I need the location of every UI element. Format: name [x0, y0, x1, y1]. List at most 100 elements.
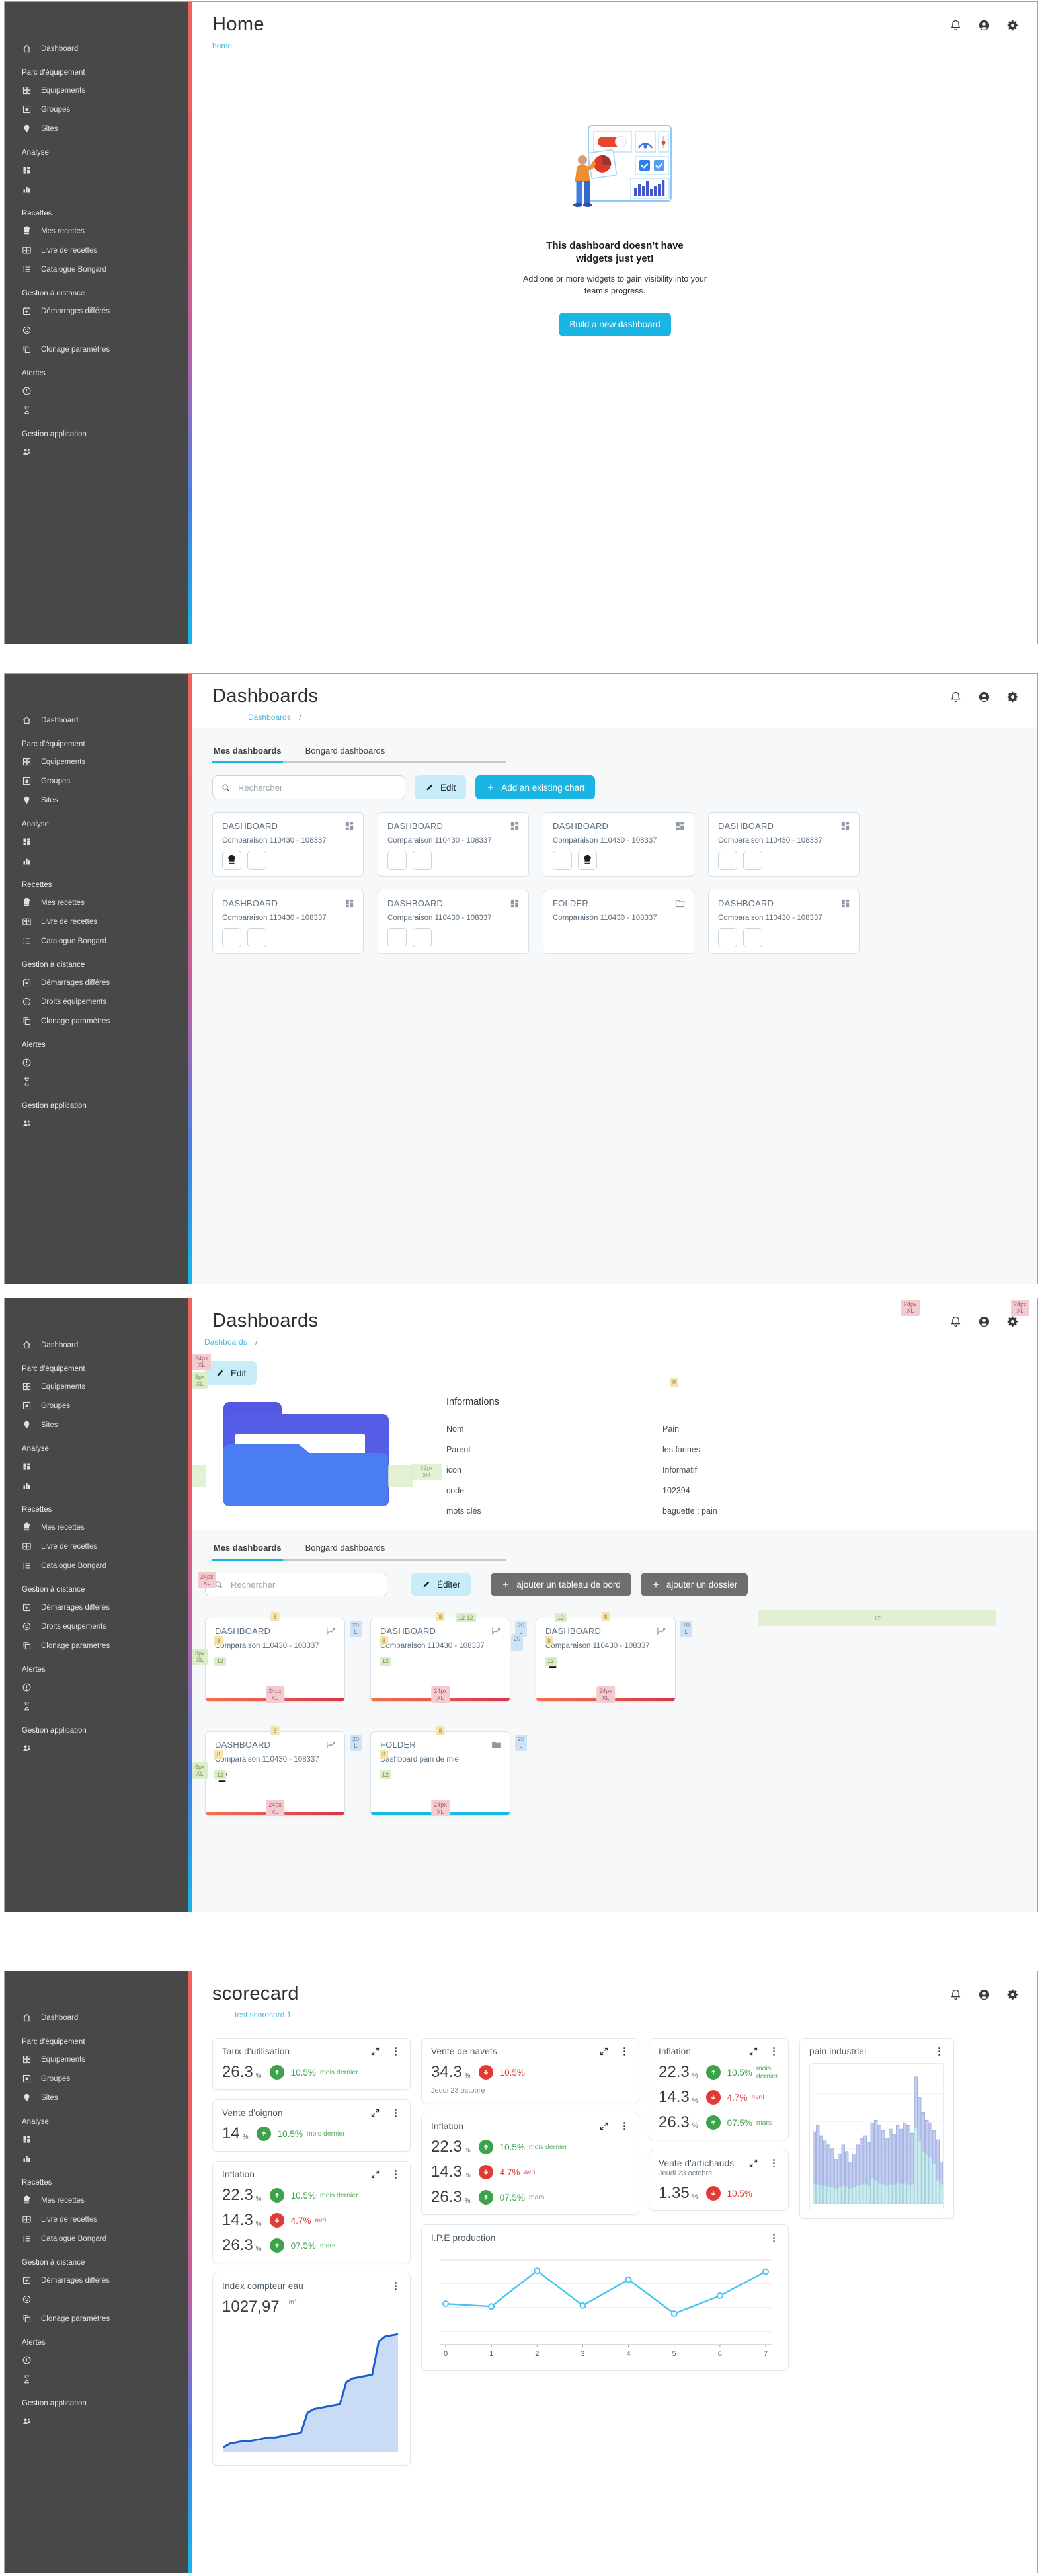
collapse-sidebar-button[interactable] [163, 1305, 175, 1317]
add-existing-chart-button[interactable]: Add an existing chart [475, 775, 596, 799]
sidebar-item-sites[interactable]: Sites [5, 2088, 192, 2107]
folder-card[interactable]: FOLDER Dashboard pain de mie 8 8 12 24px XL 20… [370, 1726, 527, 1816]
sidebar-item-dashboard-grid-icon[interactable] [5, 832, 192, 851]
sidebar-item-groupes[interactable]: Groupes [5, 2069, 192, 2088]
sidebar-item-users-icon[interactable] [5, 1738, 192, 1758]
kpi-card-index-compteur-eau[interactable]: Index compteur eau ⋮ 1027,97 m³ [212, 2273, 411, 2466]
dashboard-card[interactable]: DASHBOARD Comparaison 110430 - 108337 8 8 12… [205, 1612, 362, 1703]
sidebar-item-mes-recettes[interactable]: Mes recettes [5, 221, 192, 241]
kpi-card-pain-industriel[interactable]: pain industriel ⋮ [799, 2038, 954, 2219]
card-slot[interactable] [413, 851, 432, 870]
kebab-menu-icon[interactable]: ⋮ [391, 2046, 401, 2057]
card-slot[interactable] [553, 851, 572, 870]
tab-mes-dashboards[interactable]: Mes dashboards [212, 1543, 283, 1561]
card-slot[interactable] [387, 928, 407, 947]
sidebar-item-catalogue-bongard[interactable]: Catalogue Bongard [5, 931, 192, 951]
kpi-card-inflation[interactable]: Inflation ⋮ 22.3% 10.5% mois dernier 14.3% 4.7… [649, 2038, 789, 2140]
account-icon[interactable] [978, 19, 990, 32]
sidebar-item-catalogue-bongard[interactable]: Catalogue Bongard [5, 260, 192, 279]
kebab-menu-icon[interactable]: ⋮ [769, 2046, 779, 2057]
sidebar-item-demarrages-differes[interactable]: Démarrages différés [5, 301, 192, 321]
breadcrumb-link[interactable]: home [212, 41, 233, 50]
sidebar-item-hourglass-icon[interactable] [5, 1697, 192, 1716]
dashboard-card[interactable]: DASHBOARD Comparaison 110430 - 108337 [212, 812, 364, 877]
search-field[interactable] [212, 775, 405, 799]
kpi-card-inflation[interactable]: Inflation ⋮ 22.3% 10.5% mois dernier 14.3% 4.7… [212, 2161, 411, 2263]
sidebar-item-droits-equipements[interactable] [5, 321, 192, 340]
sidebar-item-catalogue-bongard[interactable]: Catalogue Bongard [5, 2229, 192, 2248]
dashboard-card[interactable]: DASHBOARD Comparaison 110430 - 108337 [543, 812, 694, 877]
sidebar-item-groupes[interactable]: Groupes [5, 100, 192, 119]
sidebar-item-demarrages-differes[interactable]: Démarrages différés [5, 973, 192, 992]
notifications-icon[interactable] [949, 1988, 962, 2001]
card-slot[interactable] [413, 928, 432, 947]
sidebar-item-bar-chart-icon[interactable] [5, 2149, 192, 2168]
breadcrumb-link[interactable]: Dashboards [204, 1337, 247, 1347]
card-slot[interactable] [222, 851, 241, 870]
sidebar-item-demarrages-differes[interactable]: Démarrages différés [5, 1598, 192, 1617]
sidebar-item-dashboard[interactable]: Dashboard [5, 39, 192, 58]
sidebar-item-bar-chart-icon[interactable] [5, 1476, 192, 1495]
card-slot[interactable] [718, 928, 737, 947]
account-icon[interactable] [978, 1315, 990, 1328]
card-slot[interactable] [247, 851, 266, 870]
sidebar-item-livre-de-recettes[interactable]: Livre de recettes [5, 1537, 192, 1556]
sidebar-item-equipements[interactable]: Equipements [5, 81, 192, 100]
add-dashboard-button[interactable]: ajouter un tableau de bord [491, 1573, 631, 1596]
kpi-card-vente-d-artichauds[interactable]: Vente d'artichauds ⋮ Jeudi 23 octobre 1.35%… [649, 2150, 789, 2211]
sidebar-item-mes-recettes[interactable]: Mes recettes [5, 1518, 192, 1537]
settings-icon[interactable] [1006, 1988, 1019, 2001]
editer-button[interactable]: Éditer [411, 1573, 471, 1596]
kebab-menu-icon[interactable]: ⋮ [620, 2121, 629, 2132]
kebab-menu-icon[interactable]: ⋮ [934, 2046, 944, 2057]
breadcrumb-link[interactable]: Dashboards [248, 713, 291, 722]
settings-icon[interactable] [1006, 691, 1019, 703]
notifications-icon[interactable] [949, 1315, 962, 1328]
sidebar-item-livre-de-recettes[interactable]: Livre de recettes [5, 912, 192, 931]
kpi-card-taux-d-utilisation[interactable]: Taux d'utilisation ⋮ 26.3% 10.5% mois dernie… [212, 2038, 411, 2090]
card-slot[interactable] [743, 928, 762, 947]
dashboard-card[interactable]: DASHBOARD Comparaison 110430 - 108337 [708, 812, 860, 877]
account-icon[interactable] [978, 691, 990, 703]
sidebar-item-alert-icon[interactable] [5, 1678, 192, 1697]
tab-bongard-dashboards[interactable]: Bongard dashboards [305, 1543, 385, 1553]
account-icon[interactable] [978, 1988, 990, 2001]
sidebar-item-alert-icon[interactable] [5, 2351, 192, 2370]
sidebar-item-hourglass-icon[interactable] [5, 1072, 192, 1091]
add-folder-button[interactable]: ajouter un dossier [640, 1573, 748, 1596]
sidebar-item-mes-recettes[interactable]: Mes recettes [5, 2191, 192, 2210]
sidebar-item-droits-equipements[interactable]: Droits équipements [5, 1617, 192, 1636]
sidebar-item-droits-equipements[interactable]: Droits équipements [5, 992, 192, 1011]
card-slot[interactable] [222, 928, 241, 947]
sidebar-item-groupes[interactable]: Groupes [5, 1396, 192, 1415]
sidebar-item-clonage-parametres[interactable]: Clonage paramètres [5, 340, 192, 359]
sidebar-item-dashboard[interactable]: Dashboard [5, 711, 192, 730]
notifications-icon[interactable] [949, 691, 962, 703]
search-field[interactable] [205, 1573, 387, 1596]
kebab-menu-icon[interactable]: ⋮ [391, 2281, 401, 2292]
kebab-menu-icon[interactable]: ⋮ [391, 2107, 401, 2119]
kebab-menu-icon[interactable]: ⋮ [391, 2169, 401, 2180]
sidebar-item-hourglass-icon[interactable] [5, 2370, 192, 2389]
kebab-menu-icon[interactable]: ⋮ [620, 2046, 629, 2057]
notifications-icon[interactable] [949, 19, 962, 32]
kebab-menu-icon[interactable]: ⋮ [769, 2158, 779, 2169]
sidebar-item-bar-chart-icon[interactable] [5, 180, 192, 199]
dashboard-card[interactable]: DASHBOARD Comparaison 110430 - 108337 8 8 12… [370, 1612, 527, 1703]
sidebar-item-clonage-parametres[interactable]: Clonage paramètres [5, 1011, 192, 1031]
collapse-sidebar-button[interactable] [163, 1978, 175, 1990]
sidebar-item-users-icon[interactable] [5, 2411, 192, 2431]
edit-button[interactable]: Edit [415, 775, 467, 799]
sidebar-item-clonage-parametres[interactable]: Clonage paramètres [5, 1636, 192, 1655]
sidebar-item-users-icon[interactable] [5, 442, 192, 461]
sidebar-item-livre-de-recettes[interactable]: Livre de recettes [5, 2210, 192, 2229]
sidebar-item-demarrages-differes[interactable]: Démarrages différés [5, 2271, 192, 2290]
card-slot[interactable] [578, 851, 597, 870]
sidebar-item-groupes[interactable]: Groupes [5, 771, 192, 791]
sidebar-item-dashboard[interactable]: Dashboard [5, 2008, 192, 2027]
sidebar-item-equipements[interactable]: Equipements [5, 752, 192, 771]
card-slot[interactable] [247, 928, 266, 947]
dashboard-card[interactable]: DASHBOARD Comparaison 110430 - 108337 [212, 890, 364, 954]
sidebar-item-users-icon[interactable] [5, 1114, 192, 1133]
sidebar-item-mes-recettes[interactable]: Mes recettes [5, 893, 192, 912]
